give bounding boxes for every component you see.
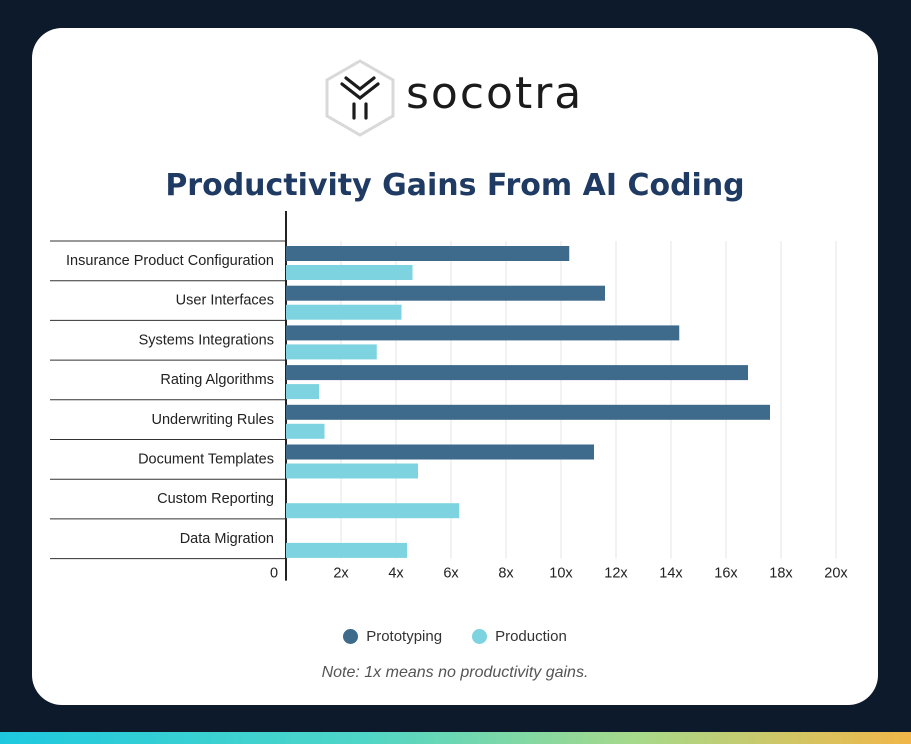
legend-item-prototyping: Prototyping [343, 628, 442, 645]
bar-chart: Insurance Product Configuration User Inte… [50, 211, 848, 582]
x-tick-label: 0 [270, 566, 278, 582]
bar-prototyping [286, 404, 770, 420]
x-tick-label: 8x [498, 566, 514, 582]
chart-card: socotra Productivity Gains From AI Codin… [32, 28, 878, 705]
brand-name: socotra [406, 68, 584, 119]
bar-production [286, 265, 413, 280]
chart-legend: Prototyping Production [32, 628, 878, 645]
category-label: Underwriting Rules [152, 412, 275, 428]
bar-prototyping [286, 285, 605, 301]
bottom-gradient-stripe [0, 732, 911, 744]
x-tick-label: 4x [388, 566, 404, 582]
x-tick-label: 16x [714, 566, 738, 582]
category-label: Systems Integrations [139, 332, 274, 348]
bar-production [286, 542, 407, 558]
x-tick-label: 18x [769, 566, 793, 582]
x-tick-label: 6x [443, 566, 459, 582]
bar-prototyping [286, 325, 680, 341]
category-label: Document Templates [138, 452, 274, 468]
bar-prototyping [286, 365, 748, 381]
x-tick-label: 10x [549, 566, 573, 582]
bar-production [286, 344, 377, 360]
bar-production [286, 423, 325, 439]
category-label: Custom Reporting [157, 491, 274, 507]
bar-production [286, 463, 418, 479]
bar-production [286, 304, 402, 320]
bar-prototyping [286, 444, 594, 460]
category-label: Data Migration [180, 531, 274, 547]
legend-swatch-production [472, 629, 488, 644]
socotra-logo: socotra [320, 58, 620, 138]
bar-prototyping [286, 246, 570, 261]
category-label: User Interfaces [176, 293, 274, 309]
footnote: Note: 1x means no productivity gains. [321, 664, 589, 681]
legend-item-production: Production [472, 628, 567, 645]
x-tick-label: 12x [604, 566, 628, 582]
x-tick-label: 14x [659, 566, 683, 582]
category-label: Insurance Product Configuration [66, 253, 274, 269]
hexagon-logo-icon [325, 59, 395, 137]
x-tick-label: 20x [824, 566, 848, 582]
legend-swatch-prototyping [343, 629, 359, 644]
legend-label-prototyping: Prototyping [366, 628, 443, 645]
bar-production [286, 384, 319, 400]
chart-title: Productivity Gains From AI Coding [165, 168, 745, 203]
x-tick-label: 2x [333, 566, 349, 582]
legend-label-production: Production [495, 628, 567, 645]
bar-production [286, 503, 460, 519]
category-label: Rating Algorithms [160, 372, 274, 388]
